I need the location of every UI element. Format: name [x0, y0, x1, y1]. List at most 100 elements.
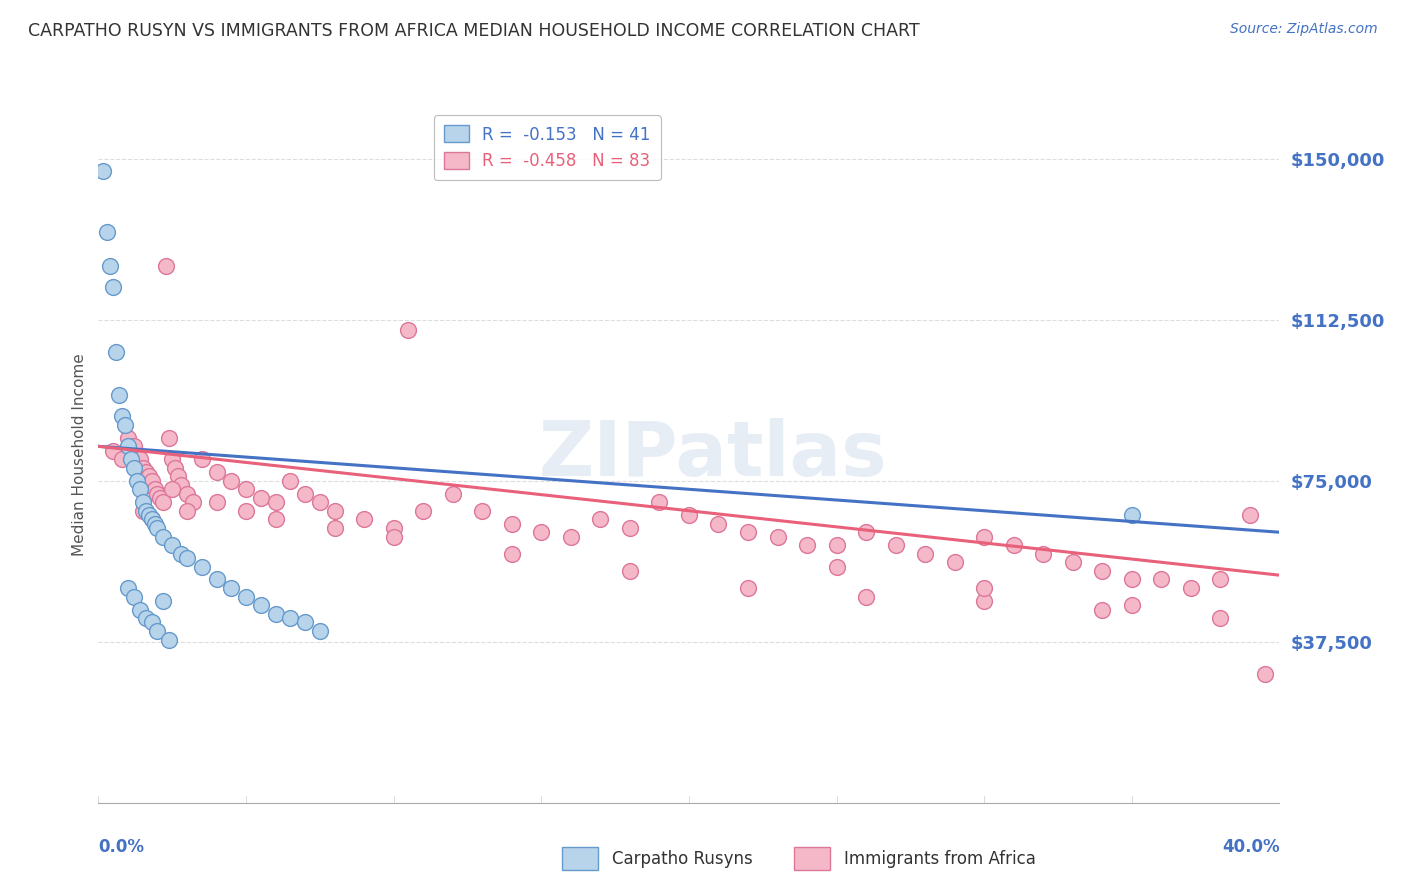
- Immigrants from Africa: [471, 504, 494, 518]
- Carpatho Rusyns: [294, 615, 316, 630]
- Immigrants from Africa: [1239, 508, 1261, 522]
- Immigrants from Africa: [132, 504, 155, 518]
- Text: 0.0%: 0.0%: [98, 838, 145, 856]
- Immigrants from Africa: [619, 521, 641, 535]
- Carpatho Rusyns: [191, 559, 214, 574]
- Immigrants from Africa: [162, 483, 183, 497]
- Immigrants from Africa: [219, 474, 243, 488]
- Carpatho Rusyns: [278, 611, 302, 625]
- Carpatho Rusyns: [162, 538, 183, 552]
- Immigrants from Africa: [250, 491, 273, 505]
- Immigrants from Africa: [796, 538, 818, 552]
- Immigrants from Africa: [1209, 573, 1232, 587]
- Carpatho Rusyns: [146, 521, 169, 535]
- Immigrants from Africa: [205, 465, 228, 479]
- Carpatho Rusyns: [309, 624, 332, 638]
- Carpatho Rusyns: [219, 581, 243, 595]
- Immigrants from Africa: [141, 474, 163, 488]
- Text: Source: ZipAtlas.com: Source: ZipAtlas.com: [1230, 22, 1378, 37]
- Carpatho Rusyns: [141, 615, 163, 630]
- Carpatho Rusyns: [114, 417, 136, 432]
- Carpatho Rusyns: [176, 551, 198, 566]
- Immigrants from Africa: [855, 525, 877, 540]
- Immigrants from Africa: [117, 431, 139, 445]
- Immigrants from Africa: [1062, 555, 1084, 569]
- Immigrants from Africa: [235, 504, 257, 518]
- Text: CARPATHO RUSYN VS IMMIGRANTS FROM AFRICA MEDIAN HOUSEHOLD INCOME CORRELATION CHA: CARPATHO RUSYN VS IMMIGRANTS FROM AFRICA…: [28, 22, 920, 40]
- Immigrants from Africa: [884, 538, 907, 552]
- Immigrants from Africa: [648, 495, 671, 509]
- Immigrants from Africa: [323, 504, 346, 518]
- Text: 40.0%: 40.0%: [1222, 838, 1279, 856]
- Carpatho Rusyns: [98, 259, 121, 273]
- Immigrants from Africa: [619, 564, 641, 578]
- Carpatho Rusyns: [91, 164, 114, 178]
- Carpatho Rusyns: [152, 594, 174, 608]
- Immigrants from Africa: [103, 443, 125, 458]
- Immigrants from Africa: [294, 486, 316, 500]
- Carpatho Rusyns: [122, 460, 145, 475]
- Carpatho Rusyns: [250, 599, 273, 613]
- Immigrants from Africa: [855, 590, 877, 604]
- Immigrants from Africa: [1254, 667, 1277, 681]
- Immigrants from Africa: [205, 495, 228, 509]
- Immigrants from Africa: [678, 508, 700, 522]
- Immigrants from Africa: [167, 469, 190, 483]
- Immigrants from Africa: [737, 525, 759, 540]
- Immigrants from Africa: [181, 495, 204, 509]
- Immigrants from Africa: [122, 439, 145, 453]
- Immigrants from Africa: [162, 452, 183, 467]
- Immigrants from Africa: [132, 460, 155, 475]
- Immigrants from Africa: [143, 483, 166, 497]
- Immigrants from Africa: [589, 512, 612, 526]
- Carpatho Rusyns: [135, 504, 157, 518]
- Y-axis label: Median Household Income: Median Household Income: [72, 353, 87, 557]
- Legend: R =  -0.153   N = 41, R =  -0.458   N = 83: R = -0.153 N = 41, R = -0.458 N = 83: [434, 115, 661, 180]
- Text: ZIPatlas: ZIPatlas: [538, 418, 887, 491]
- Immigrants from Africa: [396, 323, 419, 337]
- Immigrants from Africa: [914, 547, 936, 561]
- Carpatho Rusyns: [128, 483, 150, 497]
- Carpatho Rusyns: [120, 452, 142, 467]
- Immigrants from Africa: [264, 495, 287, 509]
- Immigrants from Africa: [152, 495, 174, 509]
- Immigrants from Africa: [157, 431, 180, 445]
- Immigrants from Africa: [973, 529, 995, 543]
- Immigrants from Africa: [323, 521, 346, 535]
- Immigrants from Africa: [382, 521, 405, 535]
- Immigrants from Africa: [1121, 573, 1143, 587]
- Immigrants from Africa: [441, 486, 464, 500]
- Carpatho Rusyns: [170, 547, 193, 561]
- Immigrants from Africa: [1091, 564, 1114, 578]
- Carpatho Rusyns: [264, 607, 287, 621]
- Immigrants from Africa: [141, 512, 163, 526]
- Carpatho Rusyns: [108, 388, 131, 402]
- Immigrants from Africa: [1180, 581, 1202, 595]
- Immigrants from Africa: [353, 512, 375, 526]
- Immigrants from Africa: [165, 460, 187, 475]
- Carpatho Rusyns: [128, 602, 150, 616]
- Immigrants from Africa: [412, 504, 434, 518]
- Immigrants from Africa: [149, 491, 172, 505]
- Immigrants from Africa: [560, 529, 582, 543]
- Immigrants from Africa: [766, 529, 789, 543]
- Immigrants from Africa: [1032, 547, 1054, 561]
- Carpatho Rusyns: [146, 624, 169, 638]
- Immigrants from Africa: [501, 547, 523, 561]
- Carpatho Rusyns: [125, 474, 148, 488]
- Immigrants from Africa: [1091, 602, 1114, 616]
- Carpatho Rusyns: [138, 508, 160, 522]
- Immigrants from Africa: [264, 512, 287, 526]
- Carpatho Rusyns: [111, 409, 134, 424]
- Immigrants from Africa: [278, 474, 302, 488]
- Immigrants from Africa: [973, 594, 995, 608]
- Immigrants from Africa: [707, 516, 730, 531]
- Immigrants from Africa: [382, 529, 405, 543]
- Immigrants from Africa: [138, 469, 160, 483]
- Text: Carpatho Rusyns: Carpatho Rusyns: [612, 849, 752, 868]
- Immigrants from Africa: [737, 581, 759, 595]
- Carpatho Rusyns: [117, 439, 139, 453]
- Immigrants from Africa: [1150, 573, 1173, 587]
- Immigrants from Africa: [135, 465, 157, 479]
- Carpatho Rusyns: [205, 573, 228, 587]
